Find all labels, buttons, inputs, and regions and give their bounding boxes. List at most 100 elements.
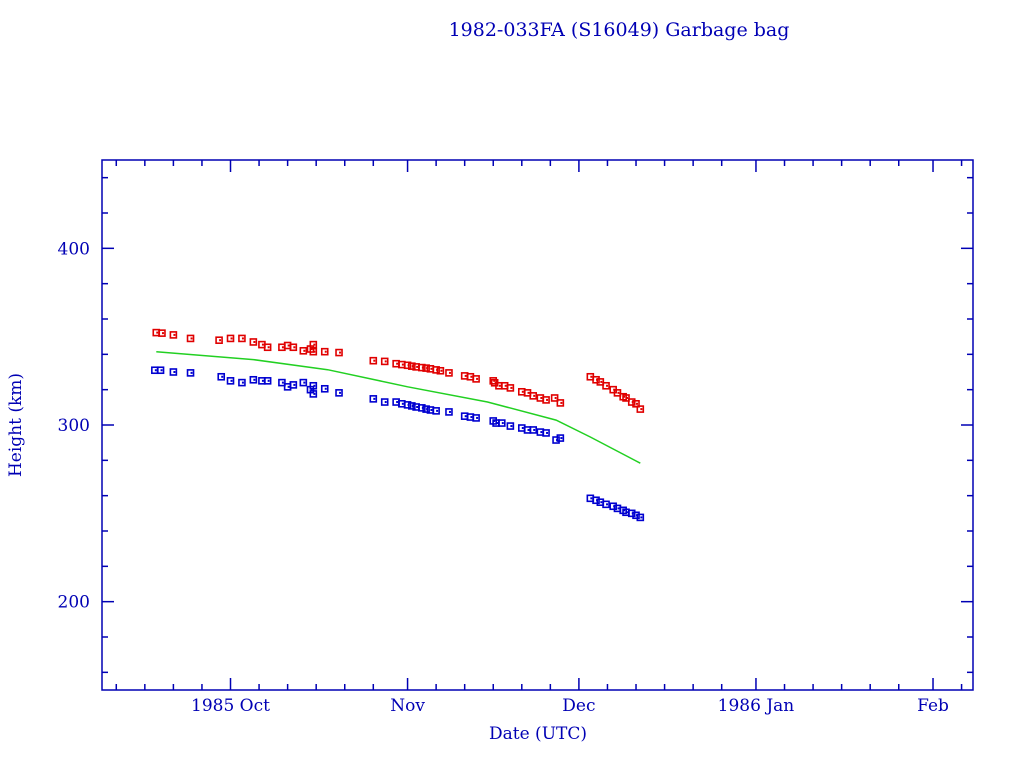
point-square bbox=[403, 361, 412, 370]
point-dot bbox=[324, 387, 327, 390]
perigee-point bbox=[542, 429, 550, 437]
apogee-point bbox=[320, 347, 329, 356]
point-square bbox=[436, 366, 445, 375]
apogee-point bbox=[556, 399, 565, 407]
perigee-point bbox=[156, 366, 165, 375]
point-dot bbox=[156, 331, 159, 334]
point-square bbox=[238, 334, 246, 343]
point-square bbox=[186, 334, 195, 343]
point-dot bbox=[606, 503, 609, 506]
point-dot bbox=[241, 337, 244, 340]
point-square bbox=[498, 419, 506, 427]
chart-title: 1982-033FA (S16049) Garbage bag bbox=[449, 19, 790, 41]
apogee-point bbox=[263, 343, 272, 352]
point-dot bbox=[640, 516, 643, 519]
x-tick-label: Feb bbox=[917, 696, 949, 716]
y-tick-label: 300 bbox=[58, 416, 90, 436]
x-axis-label: Date (UTC) bbox=[489, 724, 587, 744]
y-tick-label: 200 bbox=[58, 593, 90, 613]
tick-labels: 200 300 400 1985 Oct Nov Dec 1986 Jan Feb bbox=[58, 239, 949, 716]
point-square bbox=[627, 398, 636, 406]
point-dot bbox=[527, 391, 530, 394]
point-square bbox=[289, 381, 298, 389]
point-square bbox=[632, 399, 640, 408]
x-tick-label: 1986 Jan bbox=[718, 696, 795, 716]
point-dot bbox=[396, 401, 399, 404]
apogee-point bbox=[632, 399, 640, 408]
point-square bbox=[335, 348, 343, 357]
point-dot bbox=[476, 416, 479, 419]
apogee-point bbox=[169, 331, 178, 339]
perigee-point bbox=[556, 434, 565, 442]
x-tick-label: Nov bbox=[390, 696, 425, 716]
point-square bbox=[403, 401, 412, 409]
point-square bbox=[550, 394, 559, 402]
point-dot bbox=[521, 427, 524, 430]
point-square bbox=[613, 389, 622, 397]
point-dot bbox=[600, 501, 603, 504]
point-dot bbox=[554, 396, 557, 399]
point-square bbox=[408, 402, 416, 410]
point-square bbox=[596, 378, 605, 386]
point-square bbox=[592, 496, 600, 505]
apogee-point bbox=[309, 340, 318, 349]
point-dot bbox=[533, 394, 536, 397]
apogee-point bbox=[472, 375, 480, 383]
point-dot bbox=[533, 428, 536, 431]
point-dot bbox=[496, 422, 499, 425]
point-dot bbox=[493, 419, 496, 422]
point-dot bbox=[293, 383, 296, 386]
apogee-point bbox=[529, 392, 538, 400]
point-square bbox=[186, 369, 195, 377]
point-dot bbox=[600, 380, 603, 383]
mean-line bbox=[156, 350, 641, 464]
apogee-point bbox=[622, 394, 630, 402]
point-square bbox=[309, 381, 318, 390]
perigee-point bbox=[552, 436, 560, 444]
perigee-point bbox=[445, 408, 453, 416]
perigee-point bbox=[472, 414, 480, 422]
plot-frame bbox=[101, 159, 974, 691]
perigee-point bbox=[299, 378, 308, 387]
perigee-point bbox=[369, 395, 378, 403]
point-dot bbox=[546, 398, 549, 401]
apogee-point bbox=[436, 366, 445, 375]
apogee-point bbox=[215, 336, 223, 345]
point-square bbox=[380, 398, 389, 406]
point-square bbox=[369, 356, 378, 365]
apogee-point bbox=[238, 334, 246, 343]
y-tick-label: 400 bbox=[58, 239, 90, 259]
apogee-point bbox=[489, 377, 498, 385]
perigee-point bbox=[309, 390, 318, 398]
point-dot bbox=[161, 332, 164, 335]
point-dot bbox=[190, 337, 193, 340]
point-square bbox=[217, 372, 226, 381]
point-square bbox=[556, 399, 565, 407]
apogee-point bbox=[369, 356, 378, 365]
point-square bbox=[418, 404, 426, 412]
point-dot bbox=[241, 381, 244, 384]
point-dot bbox=[626, 511, 629, 514]
x-tick-label: Dec bbox=[562, 696, 595, 716]
apogee-point bbox=[289, 343, 298, 352]
apogee-point bbox=[186, 334, 195, 343]
point-dot bbox=[281, 381, 284, 384]
point-dot bbox=[636, 402, 639, 405]
perigee-point bbox=[506, 422, 515, 430]
point-square bbox=[309, 347, 318, 356]
point-dot bbox=[623, 509, 626, 512]
point-dot bbox=[267, 379, 270, 382]
apogee-point bbox=[158, 329, 166, 337]
point-square bbox=[636, 513, 645, 522]
point-dot bbox=[470, 416, 473, 419]
point-square bbox=[408, 362, 416, 370]
perigee-point bbox=[278, 378, 286, 387]
point-dot bbox=[540, 396, 543, 399]
point-dot bbox=[448, 371, 451, 374]
point-square bbox=[299, 378, 308, 387]
apogee-point bbox=[380, 357, 389, 366]
apogee-point bbox=[602, 381, 610, 390]
point-square bbox=[158, 329, 166, 337]
x-tick-label: 1985 Oct bbox=[191, 696, 270, 716]
point-dot bbox=[540, 431, 543, 434]
